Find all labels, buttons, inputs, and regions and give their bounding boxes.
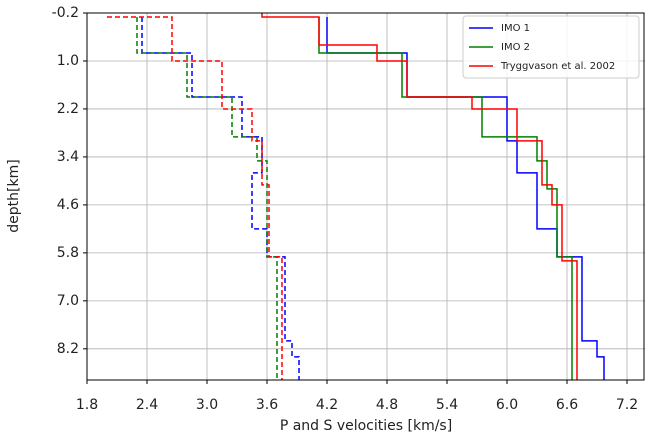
x-tick-label: 4.2 bbox=[316, 397, 338, 413]
y-tick-label: 1.0 bbox=[57, 53, 79, 69]
y-tick-label: 4.6 bbox=[57, 197, 79, 213]
x-tick-label: 4.8 bbox=[376, 397, 398, 413]
x-tick-label: 2.4 bbox=[136, 397, 158, 413]
x-tick-label: 6.0 bbox=[496, 397, 518, 413]
series-line bbox=[107, 16, 283, 380]
legend-label: IMO 1 bbox=[501, 23, 530, 34]
legend-label: IMO 2 bbox=[501, 42, 530, 53]
x-tick-label: 6.6 bbox=[556, 397, 578, 413]
legend: IMO 1 IMO 2 Tryggvason et al. 2002 bbox=[462, 15, 640, 79]
y-tick-label: 8.2 bbox=[57, 341, 79, 357]
x-tick-label: 3.0 bbox=[196, 397, 218, 413]
series-line bbox=[141, 16, 300, 380]
x-tick-label: 1.8 bbox=[76, 397, 98, 413]
series-line bbox=[261, 13, 578, 380]
plot-frame bbox=[86, 12, 645, 381]
y-tick-label: -0.2 bbox=[52, 5, 79, 21]
y-axis-label: depth[km] bbox=[6, 159, 22, 232]
x-tick-label: 7.2 bbox=[616, 397, 638, 413]
y-tick-label: 5.8 bbox=[57, 245, 79, 261]
y-tick-label: 3.4 bbox=[57, 149, 79, 165]
x-tick-label: 5.4 bbox=[436, 397, 458, 413]
x-axis-label: P and S velocities [km/s] bbox=[280, 418, 452, 434]
x-tick-label: 3.6 bbox=[256, 397, 278, 413]
y-tick-label: 7.0 bbox=[57, 293, 79, 309]
legend-box bbox=[462, 15, 640, 79]
y-tick-label: 2.2 bbox=[57, 101, 79, 117]
legend-label: Tryggvason et al. 2002 bbox=[500, 61, 615, 72]
